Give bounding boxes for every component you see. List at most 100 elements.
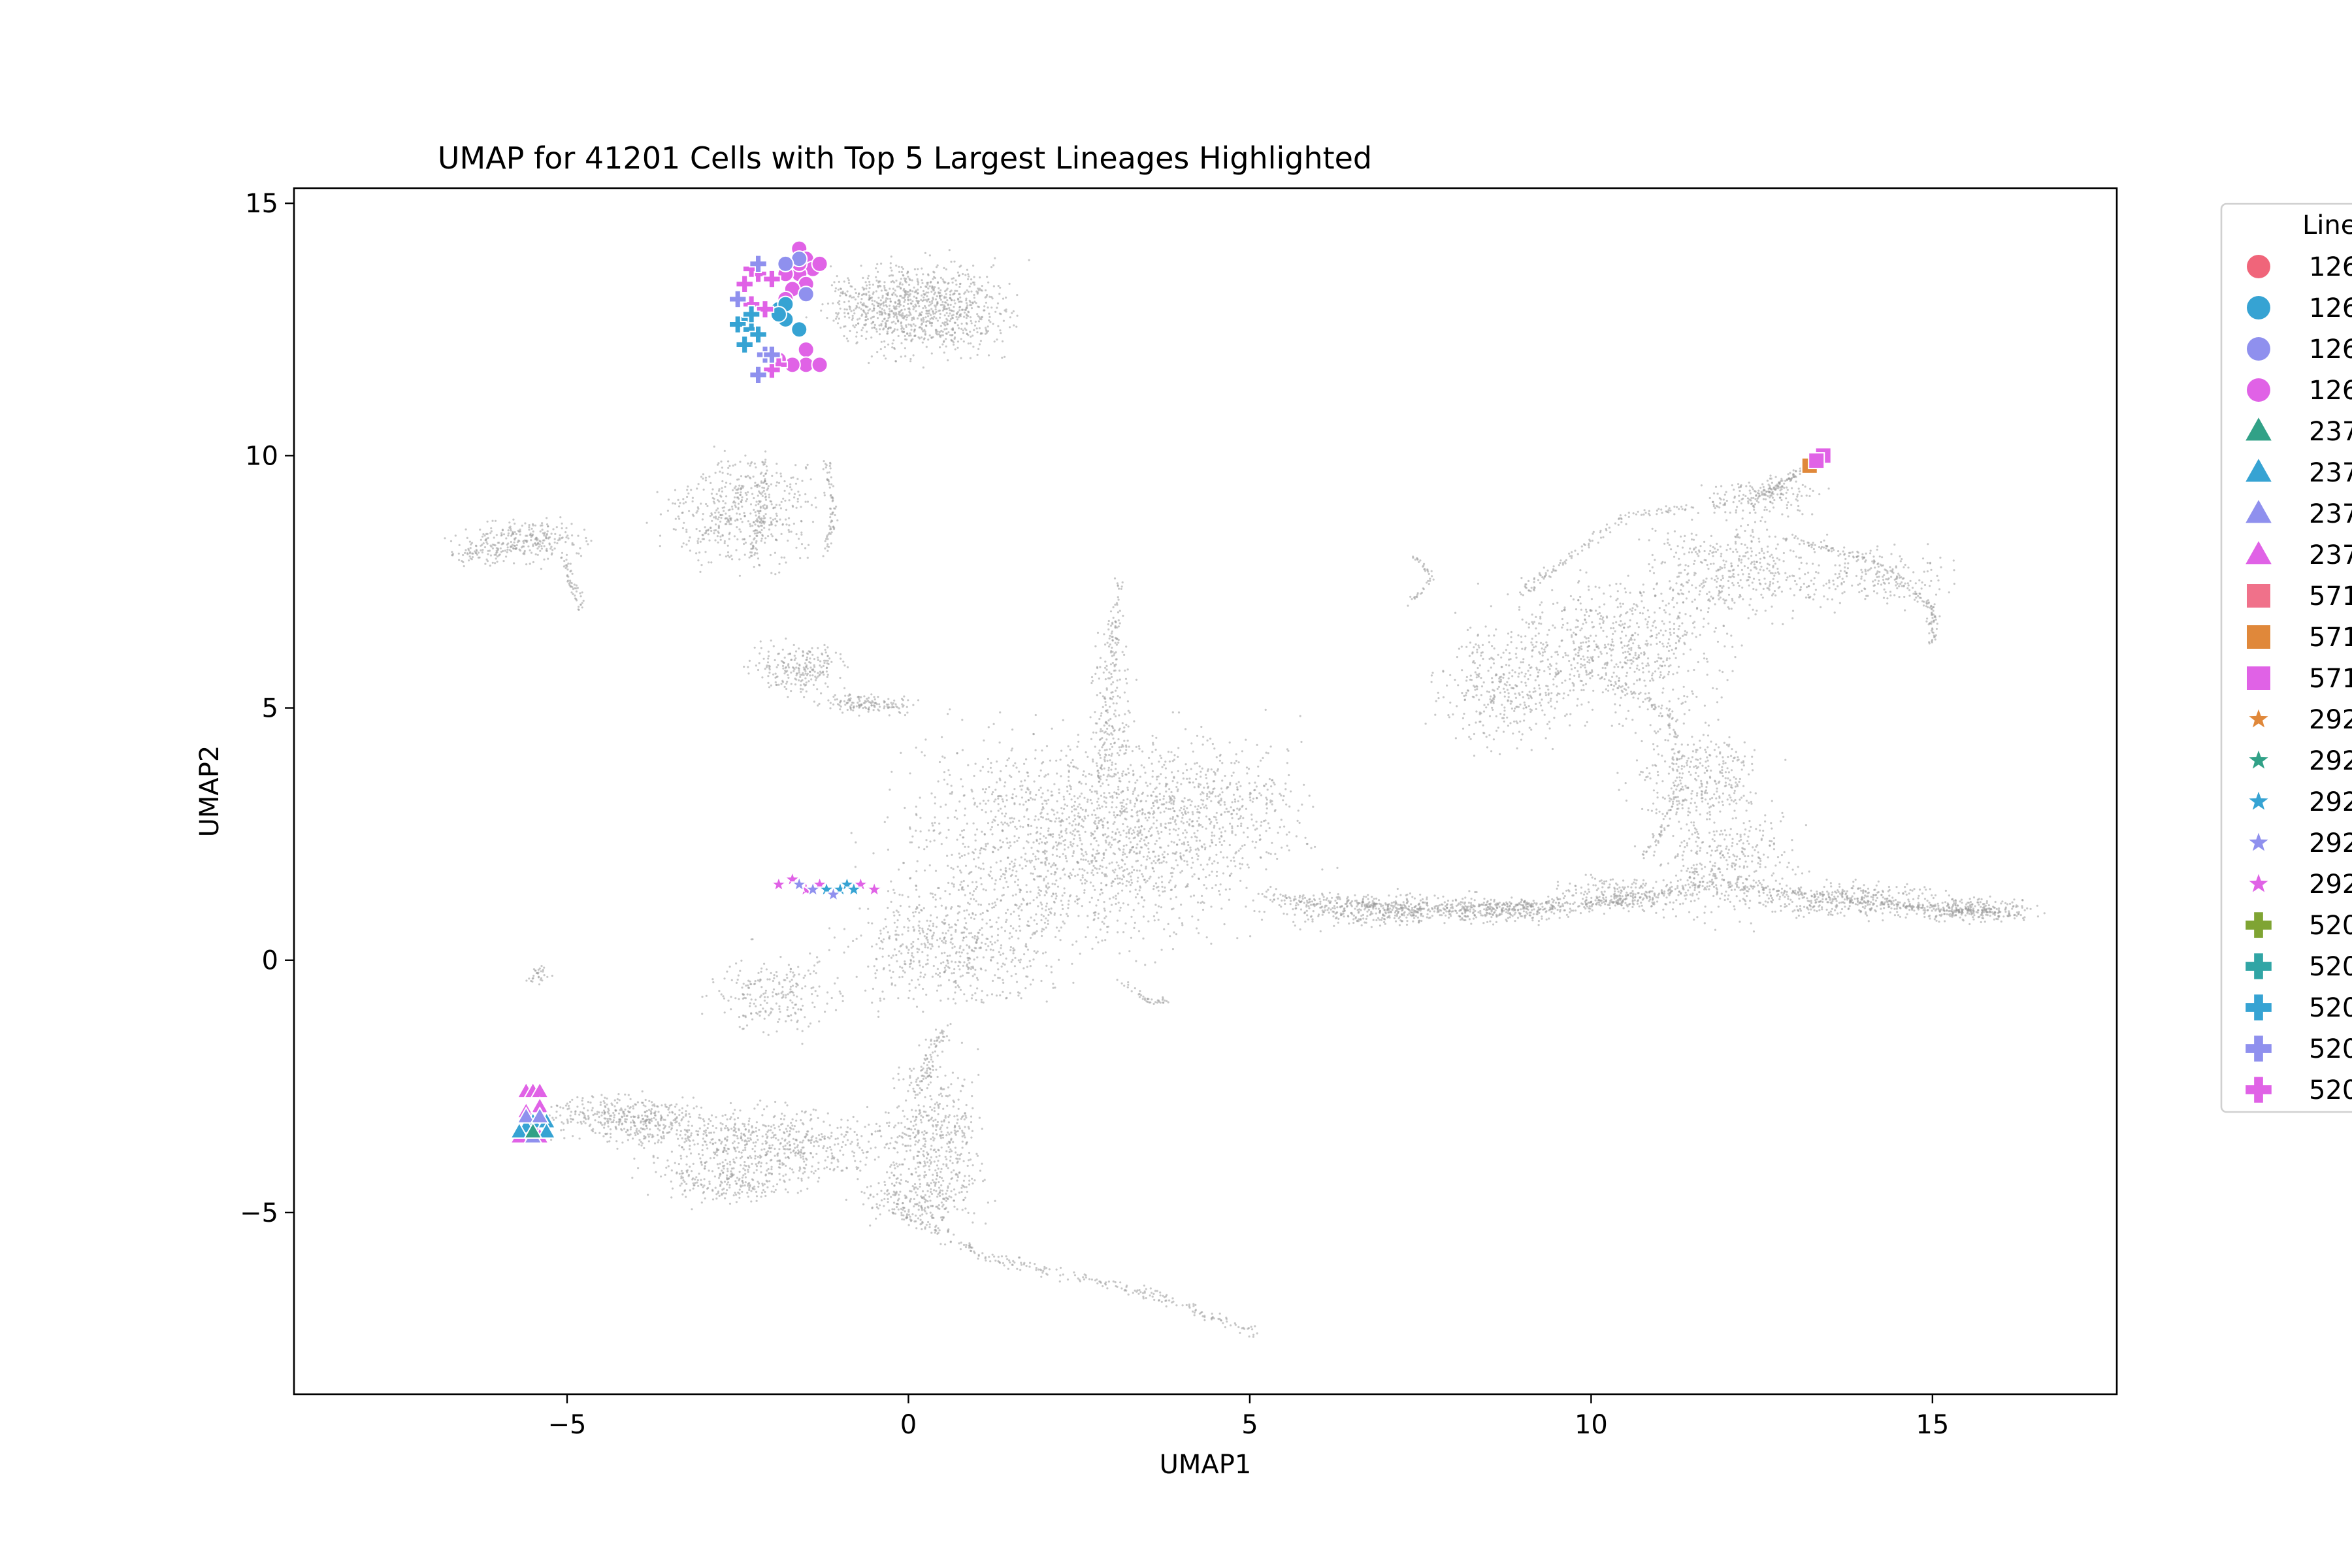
background-cell-point — [938, 297, 941, 299]
background-cell-point — [740, 500, 742, 503]
background-cell-point — [1046, 813, 1049, 815]
background-cell-point — [806, 652, 808, 655]
background-cell-point — [1024, 943, 1028, 945]
background-cell-point — [1113, 772, 1116, 776]
background-cell-point — [1045, 926, 1047, 929]
background-cell-point — [916, 907, 919, 909]
background-cell-point — [1041, 806, 1044, 809]
background-cell-point — [877, 286, 879, 289]
background-cell-point — [1026, 966, 1028, 968]
background-cell-point — [511, 544, 514, 546]
background-cell-point — [726, 520, 728, 523]
background-cell-point — [776, 481, 778, 483]
background-cell-point — [928, 312, 931, 315]
background-cell-point — [1098, 822, 1100, 825]
background-cell-point — [906, 272, 909, 274]
background-cell-point — [832, 302, 834, 304]
background-cell-point — [966, 269, 969, 271]
background-cell-point — [768, 528, 771, 531]
background-cell-point — [1014, 858, 1017, 861]
background-cell-point — [1011, 797, 1014, 800]
background-cell-point — [1201, 894, 1203, 897]
background-cell-point — [788, 492, 791, 495]
background-cell-point — [1119, 849, 1121, 851]
background-cell-point — [1205, 876, 1207, 879]
background-cell-point — [512, 531, 514, 533]
background-cell-point — [1182, 777, 1185, 780]
background-cell-point — [1064, 874, 1066, 876]
background-cell-point — [1123, 753, 1126, 755]
background-cell-point — [774, 681, 777, 683]
background-cell-point — [1104, 939, 1107, 941]
background-cell-point — [1070, 798, 1073, 801]
background-cell-point — [939, 304, 942, 306]
background-cell-point — [997, 928, 1000, 930]
background-cell-point — [1178, 838, 1181, 841]
background-cell-point — [1365, 896, 1367, 898]
background-cell-point — [1125, 803, 1128, 806]
background-cell-point — [973, 324, 977, 327]
background-cell-point — [843, 335, 845, 338]
background-cell-point — [1265, 803, 1267, 806]
background-cell-point — [480, 538, 482, 541]
background-cell-point — [1151, 770, 1154, 772]
background-cell-point — [1104, 643, 1107, 646]
background-cell-point — [923, 304, 926, 308]
background-cell-point — [1037, 886, 1039, 889]
background-cell-point — [1103, 749, 1106, 751]
background-cell-point — [1193, 832, 1196, 834]
background-cell-point — [867, 907, 870, 910]
background-cell-point — [1188, 798, 1191, 801]
background-cell-point — [989, 321, 992, 323]
background-cell-point — [1108, 792, 1111, 794]
background-cell-point — [685, 501, 687, 504]
background-cell-point — [981, 808, 983, 811]
background-cell-point — [1040, 826, 1043, 829]
background-cell-point — [1086, 872, 1089, 874]
background-cell-point — [889, 310, 891, 313]
background-cell-point — [960, 308, 963, 311]
background-cell-point — [715, 493, 718, 496]
background-cell-point — [1012, 310, 1015, 313]
background-cell-point — [904, 290, 906, 293]
background-cell-point — [1152, 867, 1154, 870]
background-cell-point — [804, 670, 807, 672]
background-cell-point — [781, 523, 784, 526]
background-cell-point — [1029, 832, 1032, 836]
background-cell-point — [1139, 850, 1141, 853]
background-cell-point — [892, 970, 894, 973]
background-cell-point — [898, 707, 900, 710]
background-cell-point — [728, 533, 730, 536]
background-cell-point — [754, 511, 757, 514]
background-cell-point — [779, 472, 782, 475]
background-cell-point — [565, 536, 568, 539]
background-cell-point — [1194, 848, 1197, 851]
background-cell-point — [985, 788, 987, 791]
background-cell-point — [1074, 818, 1077, 821]
background-cell-point — [933, 293, 936, 296]
background-cell-point — [1141, 750, 1144, 753]
background-cell-point — [919, 796, 921, 799]
background-cell-point — [898, 893, 901, 896]
background-cell-point — [1136, 779, 1139, 781]
background-cell-point — [1161, 853, 1164, 856]
background-cell-point — [818, 702, 821, 705]
background-cell-point — [1124, 713, 1126, 715]
background-cell-point — [1055, 817, 1058, 820]
background-cell-point — [836, 703, 840, 706]
background-cell-point — [947, 881, 950, 884]
background-cell-point — [943, 778, 945, 781]
background-cell-point — [1312, 806, 1315, 808]
background-cell-point — [1096, 807, 1099, 810]
background-cell-point — [753, 646, 756, 649]
background-cell-point — [844, 694, 847, 697]
background-cell-point — [1062, 907, 1064, 910]
background-cell-point — [939, 299, 942, 301]
background-cell-point — [1069, 748, 1071, 751]
background-cell-point — [948, 307, 951, 310]
background-cell-point — [1200, 725, 1203, 728]
background-cell-point — [1045, 818, 1048, 821]
background-cell-point — [516, 541, 519, 544]
background-cell-point — [1094, 860, 1097, 862]
background-cell-point — [1013, 324, 1015, 327]
